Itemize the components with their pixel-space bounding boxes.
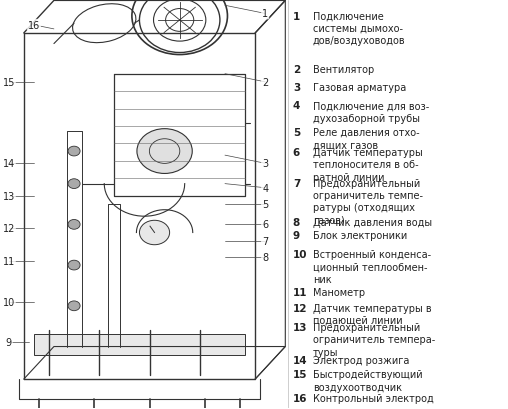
Text: Блок электроники: Блок электроники <box>313 231 407 241</box>
Text: 1: 1 <box>262 9 268 19</box>
Text: 2: 2 <box>293 64 300 74</box>
Circle shape <box>68 301 80 311</box>
Text: 4: 4 <box>262 183 268 193</box>
Text: 5: 5 <box>262 200 268 209</box>
Text: 11: 11 <box>3 256 15 266</box>
Polygon shape <box>34 335 245 355</box>
Text: Быстродействующий
воздухоотводчик: Быстродействующий воздухоотводчик <box>313 369 423 392</box>
Circle shape <box>68 179 80 189</box>
Text: Датчик температуры в
подающей линии: Датчик температуры в подающей линии <box>313 303 432 325</box>
Text: 6: 6 <box>293 148 300 157</box>
Text: Электрод розжига: Электрод розжига <box>313 355 409 365</box>
Text: 11: 11 <box>293 288 307 298</box>
Text: 2: 2 <box>262 78 268 88</box>
Circle shape <box>68 220 80 230</box>
Text: Встроенный конденса-
ционный теплообмен-
ник: Встроенный конденса- ционный теплообмен-… <box>313 249 431 284</box>
Text: Контрольный электрод: Контрольный электрод <box>313 393 434 403</box>
Text: 7: 7 <box>262 236 268 246</box>
Text: Манометр: Манометр <box>313 288 365 298</box>
Text: 3: 3 <box>262 159 268 169</box>
Text: Вентилятор: Вентилятор <box>313 64 374 74</box>
Text: 13: 13 <box>293 322 307 332</box>
Text: 10: 10 <box>3 297 15 307</box>
Text: 8: 8 <box>262 252 268 262</box>
Circle shape <box>137 129 192 174</box>
Text: Газовая арматура: Газовая арматура <box>313 83 406 92</box>
Text: 6: 6 <box>262 220 268 230</box>
Text: Датчик температуры
теплоносителя в об-
ратной линии: Датчик температуры теплоносителя в об- р… <box>313 148 423 182</box>
Circle shape <box>68 261 80 270</box>
Text: 15: 15 <box>293 369 307 380</box>
Text: Датчик давления воды: Датчик давления воды <box>313 218 432 227</box>
Text: 1: 1 <box>293 11 300 22</box>
Text: 4: 4 <box>293 101 300 111</box>
Circle shape <box>139 221 170 245</box>
Text: 14: 14 <box>293 355 307 365</box>
Text: 5: 5 <box>293 127 300 137</box>
Text: 12: 12 <box>3 224 15 234</box>
Text: 7: 7 <box>293 178 300 188</box>
Text: 3: 3 <box>293 83 300 92</box>
Text: Предохранительный
ограничитель темпера-
туры: Предохранительный ограничитель темпера- … <box>313 322 435 357</box>
Text: 15: 15 <box>3 78 15 88</box>
Text: 13: 13 <box>3 191 15 201</box>
Text: 9: 9 <box>6 338 12 348</box>
Text: 14: 14 <box>3 159 15 169</box>
Text: 16: 16 <box>28 21 40 31</box>
Text: Реле давления отхо-
дящих газов: Реле давления отхо- дящих газов <box>313 127 420 150</box>
Text: Подключение для воз-
духозаборной трубы: Подключение для воз- духозаборной трубы <box>313 101 429 123</box>
Text: Предохранительный
ограничитель темпе-
ратуры (отходящих
газов): Предохранительный ограничитель темпе- ра… <box>313 178 423 225</box>
Circle shape <box>68 147 80 157</box>
Text: 9: 9 <box>293 231 300 241</box>
Text: Подключение
системы дымохо-
дов/воздуховодов: Подключение системы дымохо- дов/воздухов… <box>313 11 405 46</box>
Text: 8: 8 <box>293 218 300 227</box>
Text: 16: 16 <box>293 393 307 403</box>
Text: 12: 12 <box>293 303 307 313</box>
Text: 10: 10 <box>293 249 307 259</box>
